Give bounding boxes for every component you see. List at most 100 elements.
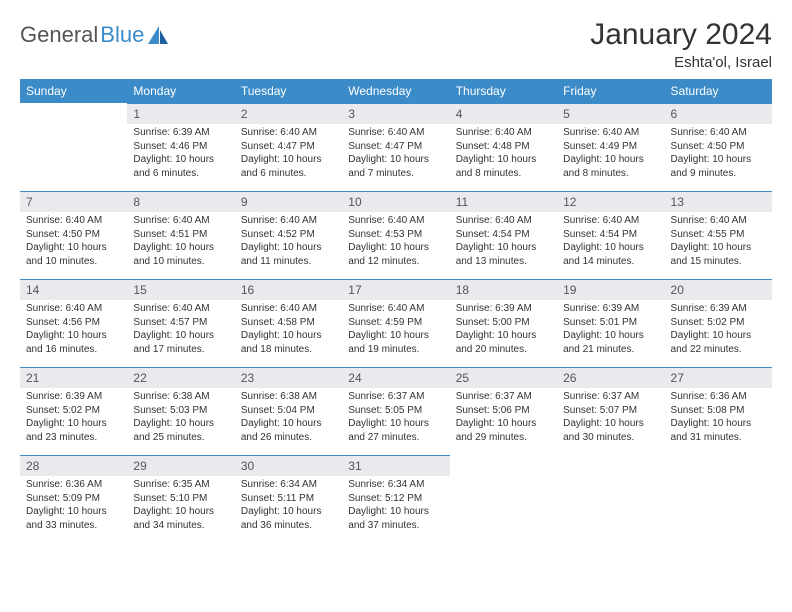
calendar-cell: 29Sunrise: 6:35 AMSunset: 5:10 PMDayligh…: [127, 455, 234, 543]
day-sunrise: Sunrise: 6:40 AM: [348, 126, 443, 140]
day-sunrise: Sunrise: 6:35 AM: [133, 478, 228, 492]
day-sunrise: Sunrise: 6:40 AM: [456, 214, 551, 228]
calendar-cell: [20, 103, 127, 191]
day-body: Sunrise: 6:40 AMSunset: 4:51 PMDaylight:…: [127, 212, 234, 272]
calendar-cell: [665, 455, 772, 543]
calendar-week: 1Sunrise: 6:39 AMSunset: 4:46 PMDaylight…: [20, 103, 772, 191]
day-body: Sunrise: 6:39 AMSunset: 5:02 PMDaylight:…: [665, 300, 772, 360]
day-number: 23: [235, 367, 342, 388]
day-sunset: Sunset: 4:48 PM: [456, 140, 551, 154]
day-day2: and 37 minutes.: [348, 519, 443, 533]
calendar-cell: 13Sunrise: 6:40 AMSunset: 4:55 PMDayligh…: [665, 191, 772, 279]
calendar-cell: 7Sunrise: 6:40 AMSunset: 4:50 PMDaylight…: [20, 191, 127, 279]
calendar-cell: 16Sunrise: 6:40 AMSunset: 4:58 PMDayligh…: [235, 279, 342, 367]
day-day2: and 19 minutes.: [348, 343, 443, 357]
day-number: 30: [235, 455, 342, 476]
day-number: 31: [342, 455, 449, 476]
calendar-cell: 26Sunrise: 6:37 AMSunset: 5:07 PMDayligh…: [557, 367, 664, 455]
day-sunset: Sunset: 5:10 PM: [133, 492, 228, 506]
logo-text-general: General: [20, 22, 98, 48]
day-sunset: Sunset: 5:04 PM: [241, 404, 336, 418]
day-day2: and 10 minutes.: [133, 255, 228, 269]
day-day2: and 6 minutes.: [133, 167, 228, 181]
day-sunset: Sunset: 5:11 PM: [241, 492, 336, 506]
day-day1: Daylight: 10 hours: [563, 153, 658, 167]
day-day1: Daylight: 10 hours: [26, 241, 121, 255]
logo: General Blue: [20, 18, 170, 48]
day-day1: Daylight: 10 hours: [241, 153, 336, 167]
day-number: 27: [665, 367, 772, 388]
calendar-cell: 11Sunrise: 6:40 AMSunset: 4:54 PMDayligh…: [450, 191, 557, 279]
weekday-header: Tuesday: [235, 79, 342, 103]
day-sunrise: Sunrise: 6:40 AM: [348, 302, 443, 316]
day-day2: and 36 minutes.: [241, 519, 336, 533]
day-day2: and 21 minutes.: [563, 343, 658, 357]
day-day1: Daylight: 10 hours: [26, 329, 121, 343]
day-day1: Daylight: 10 hours: [133, 153, 228, 167]
day-sunset: Sunset: 4:57 PM: [133, 316, 228, 330]
calendar-cell: 25Sunrise: 6:37 AMSunset: 5:06 PMDayligh…: [450, 367, 557, 455]
calendar-cell: 4Sunrise: 6:40 AMSunset: 4:48 PMDaylight…: [450, 103, 557, 191]
day-day2: and 15 minutes.: [671, 255, 766, 269]
day-day1: Daylight: 10 hours: [348, 505, 443, 519]
day-day1: Daylight: 10 hours: [671, 153, 766, 167]
day-day1: Daylight: 10 hours: [133, 417, 228, 431]
day-body: Sunrise: 6:40 AMSunset: 4:53 PMDaylight:…: [342, 212, 449, 272]
day-sunset: Sunset: 4:54 PM: [563, 228, 658, 242]
location: Eshta'ol, Israel: [590, 54, 772, 71]
day-number: 4: [450, 103, 557, 124]
day-body: Sunrise: 6:39 AMSunset: 5:02 PMDaylight:…: [20, 388, 127, 448]
day-day1: Daylight: 10 hours: [241, 241, 336, 255]
day-body: Sunrise: 6:34 AMSunset: 5:11 PMDaylight:…: [235, 476, 342, 536]
day-body: Sunrise: 6:37 AMSunset: 5:05 PMDaylight:…: [342, 388, 449, 448]
calendar-cell: 23Sunrise: 6:38 AMSunset: 5:04 PMDayligh…: [235, 367, 342, 455]
day-number: 17: [342, 279, 449, 300]
day-day2: and 8 minutes.: [563, 167, 658, 181]
day-number: 28: [20, 455, 127, 476]
day-body: Sunrise: 6:39 AMSunset: 5:01 PMDaylight:…: [557, 300, 664, 360]
day-sunset: Sunset: 4:46 PM: [133, 140, 228, 154]
day-day1: Daylight: 10 hours: [241, 329, 336, 343]
weekday-header: Monday: [127, 79, 234, 103]
day-sunrise: Sunrise: 6:34 AM: [348, 478, 443, 492]
day-number: 3: [342, 103, 449, 124]
calendar-cell: 31 Sunrise: 6:34 AMSunset: 5:12 PMDayligh…: [342, 455, 449, 543]
day-day2: and 8 minutes.: [456, 167, 551, 181]
day-sunset: Sunset: 4:51 PM: [133, 228, 228, 242]
day-day1: Daylight: 10 hours: [348, 153, 443, 167]
day-body: Sunrise: 6:40 AMSunset: 4:55 PMDaylight:…: [665, 212, 772, 272]
day-sunrise: Sunrise: 6:39 AM: [26, 390, 121, 404]
day-sunset: Sunset: 4:55 PM: [671, 228, 766, 242]
day-sunrise: Sunrise: 6:39 AM: [133, 126, 228, 140]
day-sunset: Sunset: 5:07 PM: [563, 404, 658, 418]
calendar-cell: 15Sunrise: 6:40 AMSunset: 4:57 PMDayligh…: [127, 279, 234, 367]
day-number: 20: [665, 279, 772, 300]
calendar-cell: 5Sunrise: 6:40 AMSunset: 4:49 PMDaylight…: [557, 103, 664, 191]
day-body: Sunrise: 6:40 AMSunset: 4:54 PMDaylight:…: [557, 212, 664, 272]
calendar-week: 28 Sunrise: 6:36 AMSunset: 5:09 PM Dayligh…: [20, 455, 772, 543]
calendar-cell: 1Sunrise: 6:39 AMSunset: 4:46 PMDaylight…: [127, 103, 234, 191]
day-sunrise: Sunrise: 6:36 AM: [26, 478, 121, 492]
calendar-week: 7Sunrise: 6:40 AMSunset: 4:50 PMDaylight…: [20, 191, 772, 279]
calendar-cell: 20Sunrise: 6:39 AMSunset: 5:02 PMDayligh…: [665, 279, 772, 367]
calendar-cell: 19Sunrise: 6:39 AMSunset: 5:01 PMDayligh…: [557, 279, 664, 367]
day-sunset: Sunset: 5:12 PM: [348, 492, 443, 506]
day-body: Sunrise: 6:40 AMSunset: 4:59 PMDaylight:…: [342, 300, 449, 360]
day-body: Sunrise: 6:40 AMSunset: 4:47 PMDaylight:…: [235, 124, 342, 184]
day-body: Sunrise: 6:35 AMSunset: 5:10 PMDaylight:…: [127, 476, 234, 536]
day-day2: and 6 minutes.: [241, 167, 336, 181]
day-sunrise: Sunrise: 6:38 AM: [241, 390, 336, 404]
day-sunset: Sunset: 4:59 PM: [348, 316, 443, 330]
day-day1: Daylight: 10 hours: [563, 241, 658, 255]
day-number: 2: [235, 103, 342, 124]
day-number: 29: [127, 455, 234, 476]
day-day2: and 29 minutes.: [456, 431, 551, 445]
day-number: 8: [127, 191, 234, 212]
weekday-header: Wednesday: [342, 79, 449, 103]
calendar-head: SundayMondayTuesdayWednesdayThursdayFrid…: [20, 79, 772, 103]
day-sunrise: Sunrise: 6:40 AM: [671, 126, 766, 140]
day-sunrise: Sunrise: 6:40 AM: [26, 302, 121, 316]
day-sunset: Sunset: 5:09 PM: [26, 492, 121, 506]
day-sunrise: Sunrise: 6:39 AM: [456, 302, 551, 316]
day-number: 22: [127, 367, 234, 388]
